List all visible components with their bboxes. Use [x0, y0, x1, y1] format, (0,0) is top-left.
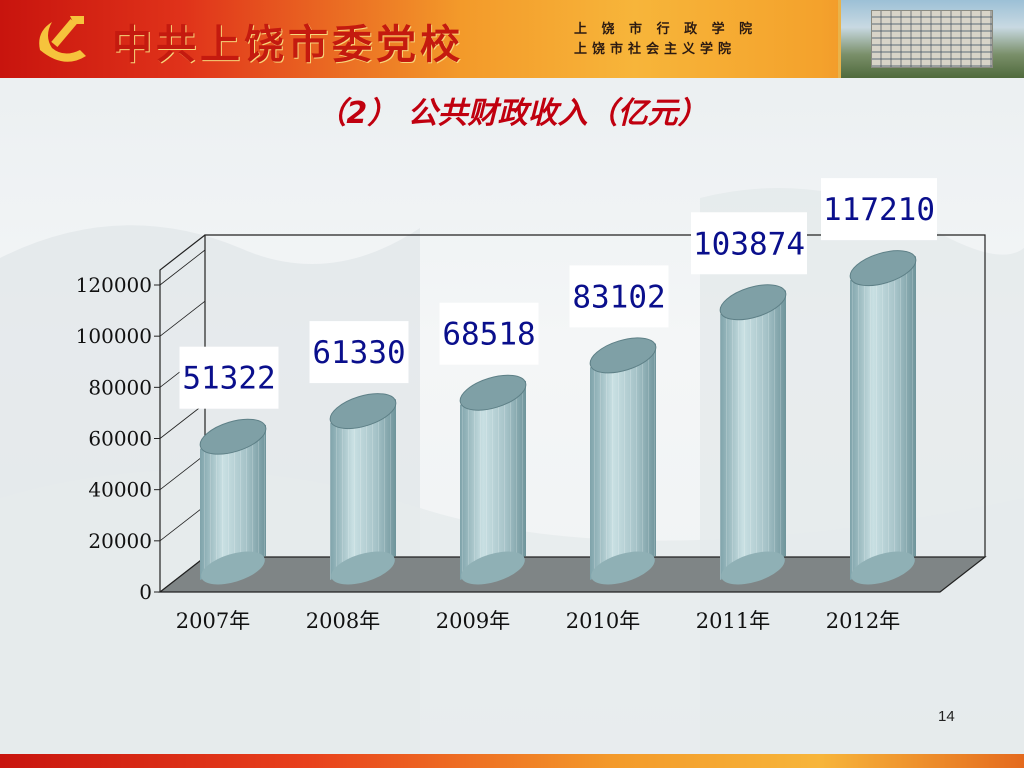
data-label-box [821, 178, 937, 241]
header-banner: 中共上饶市委党校 上 饶 市 行 政 学 院 上饶市社会主义学院 [0, 0, 1024, 78]
bar-2007年 [199, 418, 267, 585]
y-tick-depth [159, 556, 206, 593]
data-label: 61330 [312, 335, 405, 371]
campus-building-image [871, 10, 993, 68]
y-tick-depth [159, 300, 206, 337]
bar-top [459, 374, 527, 411]
data-label: 68518 [442, 317, 535, 353]
y-tick-label: 80000 [88, 375, 152, 399]
bar-texture [200, 424, 266, 580]
bar-top [719, 284, 787, 321]
school-name: 中共上饶市委党校 [112, 21, 464, 68]
bar-base [721, 551, 785, 585]
y-tick-label: 120000 [76, 273, 152, 297]
bar-2012年 [849, 250, 917, 585]
bar-top [329, 393, 397, 430]
bar-texture [330, 399, 396, 580]
y-tick-depth [159, 454, 206, 490]
y-tick-depth [159, 505, 206, 542]
slide-title: （2） 公共财政收入（亿元） [316, 96, 708, 131]
bar-texture [850, 256, 916, 580]
bar-texture [590, 343, 656, 580]
party-emblem-icon [39, 16, 86, 62]
bar-top [849, 250, 917, 287]
sub-name-socialism-college: 上饶市社会主义学院 [574, 42, 737, 57]
y-tick-label: 40000 [88, 478, 152, 502]
page-number: 14 [938, 708, 955, 725]
bar-texture [720, 290, 786, 580]
x-tick-label: 2011年 [696, 609, 770, 633]
campus-photo [838, 0, 1024, 78]
data-label: 103874 [693, 226, 805, 262]
bar-texture [460, 380, 526, 580]
bar-top [589, 337, 657, 374]
footer-bar [0, 754, 1024, 768]
data-label-box [569, 265, 669, 328]
x-tick-label: 2007年 [176, 609, 250, 633]
bar-2009年 [459, 374, 527, 585]
bar-2008年 [329, 393, 397, 585]
sub-name-administration-college: 上 饶 市 行 政 学 院 [574, 22, 758, 37]
bar-2010年 [589, 337, 657, 585]
data-label-box [691, 212, 807, 275]
y-tick-depth [159, 249, 206, 286]
data-label-box [439, 302, 539, 365]
bar-top [199, 418, 267, 455]
y-tick-label: 60000 [88, 427, 152, 451]
data-label: 51322 [182, 361, 275, 397]
x-tick-label: 2010年 [566, 609, 640, 633]
y-tick-label: 0 [139, 580, 152, 604]
data-label: 83102 [572, 279, 665, 315]
x-tick-label: 2012年 [826, 609, 900, 633]
y-tick-depth [159, 403, 206, 439]
x-tick-label: 2008年 [306, 609, 380, 633]
bar-base [201, 551, 265, 585]
data-label: 117210 [823, 192, 935, 228]
data-label-box [309, 321, 409, 384]
data-label-box [179, 346, 279, 409]
chart-left-wall [159, 234, 206, 592]
x-tick-label: 2009年 [436, 609, 510, 633]
bar-2011年 [719, 284, 787, 585]
y-tick-label: 100000 [76, 324, 152, 348]
sub-institutions: 上 饶 市 行 政 学 院 上饶市社会主义学院 [574, 20, 757, 60]
bar-base [591, 551, 655, 585]
bar-base [461, 551, 525, 585]
bar-base [331, 551, 395, 585]
y-tick-label: 20000 [88, 529, 152, 553]
bar-base [851, 551, 915, 585]
